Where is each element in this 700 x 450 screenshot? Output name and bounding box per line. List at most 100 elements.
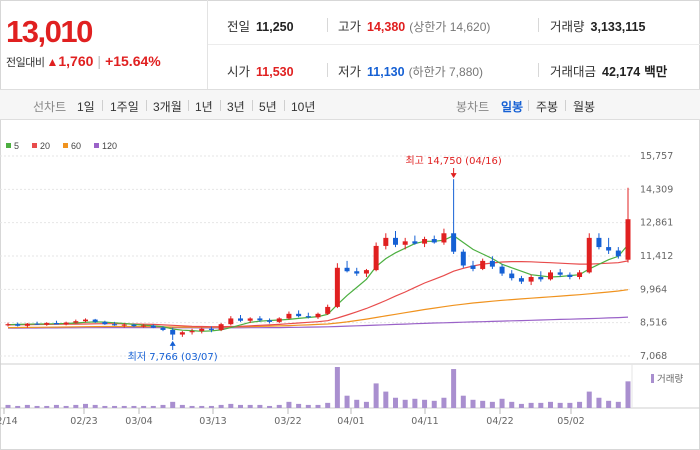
candle-body bbox=[412, 241, 418, 244]
period-3m[interactable]: 3개월 bbox=[153, 100, 182, 114]
stats-divider bbox=[208, 44, 700, 45]
candle-body bbox=[160, 327, 166, 330]
candle-body bbox=[24, 323, 30, 326]
candle-body bbox=[596, 237, 602, 248]
volume-bar bbox=[402, 399, 408, 408]
volume-bar bbox=[606, 400, 612, 408]
volume-bar bbox=[53, 404, 59, 408]
candle-body bbox=[141, 325, 147, 327]
stat-sub: (하한가 7,880) bbox=[408, 65, 484, 79]
volume-bar bbox=[548, 401, 553, 408]
candle-body bbox=[73, 321, 79, 323]
candle-monthly[interactable]: 월봉 bbox=[573, 100, 596, 114]
candle-body bbox=[150, 325, 156, 328]
x-tick-label: 04/22 bbox=[486, 416, 513, 427]
y-tick-label: 8,516 bbox=[640, 318, 667, 329]
stat-sub: (상한가 14,620) bbox=[409, 20, 491, 34]
divider bbox=[252, 100, 253, 111]
divider bbox=[327, 63, 328, 77]
change-percent: +15.64% bbox=[105, 53, 161, 69]
stat-label: 시가 bbox=[227, 65, 251, 79]
period-3y[interactable]: 3년 bbox=[227, 100, 245, 114]
candle-body bbox=[267, 320, 273, 322]
period-5y[interactable]: 5년 bbox=[259, 100, 277, 114]
volume-bar bbox=[44, 405, 50, 408]
min-arrow-head bbox=[169, 340, 176, 346]
candle-body bbox=[238, 318, 243, 321]
volume-bar bbox=[208, 405, 214, 408]
change-amount: 1,760 bbox=[58, 53, 94, 69]
x-tick-label: 03/22 bbox=[274, 416, 301, 427]
candle-weekly[interactable]: 주봉 bbox=[536, 100, 559, 114]
candle-body bbox=[112, 324, 118, 326]
candle-body bbox=[102, 321, 108, 325]
divider bbox=[528, 100, 529, 111]
candle-body bbox=[334, 267, 340, 307]
candle-body bbox=[199, 328, 205, 332]
candle-body bbox=[615, 250, 621, 257]
quote-stats: 전일 11,250 고가 14,380 (상한가 14,620) 거래량 3,133,1… bbox=[208, 0, 700, 89]
candle-body bbox=[586, 237, 592, 273]
candle-body bbox=[170, 329, 176, 335]
divider bbox=[565, 100, 566, 111]
period-10y[interactable]: 10년 bbox=[291, 100, 316, 114]
legend-ma20: 20 bbox=[32, 141, 50, 151]
candle-daily[interactable]: 일봉 bbox=[501, 100, 524, 114]
period-1d[interactable]: 1일 bbox=[77, 100, 95, 114]
candle-body bbox=[567, 274, 573, 278]
quote-summary: 13,010 전일대비 ▲1,760 | +15.64% bbox=[0, 0, 208, 89]
volume-bar bbox=[325, 402, 331, 408]
volume-legend-swatch bbox=[651, 374, 654, 383]
volume-bar bbox=[625, 381, 631, 408]
candle-body bbox=[121, 324, 127, 326]
divider bbox=[146, 100, 147, 111]
volume-bar bbox=[577, 401, 583, 408]
stat-value: 11,250 bbox=[256, 20, 294, 34]
candle-body bbox=[344, 267, 350, 272]
volume-bar bbox=[567, 402, 573, 408]
x-tick-label: 02/23 bbox=[70, 416, 97, 427]
max-arrow-head bbox=[450, 173, 457, 179]
candle-body bbox=[218, 324, 224, 330]
volume-bar bbox=[238, 404, 243, 408]
volume-bar bbox=[121, 405, 127, 408]
x-tick-label: 05/02 bbox=[557, 416, 584, 427]
volume-bar bbox=[528, 402, 534, 408]
volume-bar bbox=[257, 404, 263, 408]
legend-swatch bbox=[94, 143, 99, 148]
candle-body bbox=[315, 313, 321, 318]
stat-unit: 백만 bbox=[644, 65, 668, 79]
y-tick-label: 12,861 bbox=[640, 218, 673, 229]
change-label: 전일대비 bbox=[6, 57, 45, 69]
current-price: 13,010 bbox=[6, 14, 93, 49]
stat-label: 고가 bbox=[338, 20, 362, 34]
candle-body bbox=[470, 265, 476, 269]
stat-volume: 거래량 3,133,115 bbox=[550, 16, 645, 35]
chart-toolbar: 선차트 1일 1주일 3개월 1년 3년 5년 10년 봉차트 일봉 주봉 월봉 bbox=[0, 89, 700, 120]
volume-bar bbox=[441, 397, 447, 408]
volume-bar bbox=[112, 405, 118, 408]
period-1y[interactable]: 1년 bbox=[195, 100, 213, 114]
stat-low: 저가 11,130 (하한가 7,880) bbox=[338, 61, 483, 80]
legend-label: 120 bbox=[102, 141, 118, 151]
ma20-line bbox=[7, 260, 629, 328]
candle-body bbox=[247, 318, 253, 321]
candle-body bbox=[131, 324, 137, 327]
period-1w[interactable]: 1주일 bbox=[110, 100, 139, 114]
stat-label: 거래대금 bbox=[550, 65, 597, 79]
volume-bar bbox=[296, 403, 302, 408]
volume-bar bbox=[460, 395, 466, 408]
stat-value: 11,130 bbox=[367, 65, 405, 79]
stat-label: 저가 bbox=[338, 65, 362, 79]
volume-bar bbox=[383, 391, 389, 408]
stat-label: 거래량 bbox=[550, 20, 585, 34]
candle-body bbox=[480, 260, 486, 269]
volume-bar bbox=[286, 401, 292, 408]
volume-bar bbox=[431, 400, 437, 408]
divider bbox=[220, 100, 221, 111]
candle-body bbox=[44, 323, 50, 325]
divider bbox=[538, 63, 539, 77]
stat-high: 고가 14,380 (상한가 14,620) bbox=[338, 16, 490, 35]
volume-bar bbox=[15, 405, 21, 408]
